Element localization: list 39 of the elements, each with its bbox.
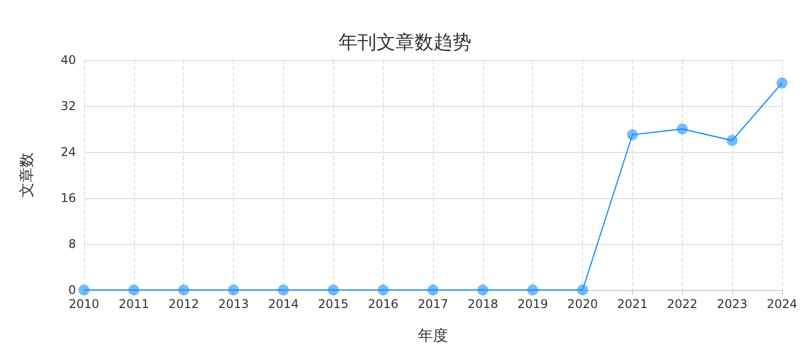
point	[278, 284, 289, 296]
point	[78, 284, 90, 296]
x-tick-label: 2023	[716, 297, 748, 311]
y-tick-label: 0	[68, 283, 76, 297]
x-tick-label: 2024	[766, 297, 798, 311]
y-tick-label: 24	[60, 145, 76, 159]
y-tick-label: 32	[60, 99, 76, 113]
x-tick-label: 2012	[168, 297, 199, 311]
x-tick-label: 2018	[468, 297, 498, 311]
point	[128, 284, 140, 296]
chart-title: 年刊文章数趋势	[338, 32, 472, 54]
point	[626, 129, 638, 140]
y-tick-label: 16	[60, 191, 76, 205]
x-tick-label: 2017	[418, 297, 448, 311]
point	[228, 284, 240, 296]
x-tick-label: 2015	[318, 297, 349, 311]
y-tick-label: 8	[68, 237, 76, 251]
point	[178, 284, 190, 296]
x-tick-label: 2011	[118, 297, 150, 311]
x-axis-title: 年度	[418, 326, 448, 344]
x-tick-label: 2022	[667, 297, 698, 311]
point	[328, 284, 339, 296]
x-tick-label: 2010	[68, 297, 100, 311]
point	[726, 135, 738, 146]
point	[428, 284, 438, 296]
x-tick-label: 2016	[368, 297, 398, 311]
x-tick-label: 2019	[517, 297, 548, 311]
point	[577, 284, 588, 296]
x-tick-label: 2014	[268, 297, 299, 311]
x-tick-label: 2013	[218, 297, 249, 311]
x-tick-label: 2020	[567, 297, 598, 311]
point	[776, 78, 788, 88]
x-tick-label: 2021	[617, 297, 648, 311]
point	[477, 284, 488, 296]
point	[676, 124, 688, 134]
point	[378, 284, 389, 296]
y-axis-title: 文章数	[18, 152, 36, 198]
point	[527, 284, 538, 296]
y-tick-label: 40	[60, 53, 76, 67]
